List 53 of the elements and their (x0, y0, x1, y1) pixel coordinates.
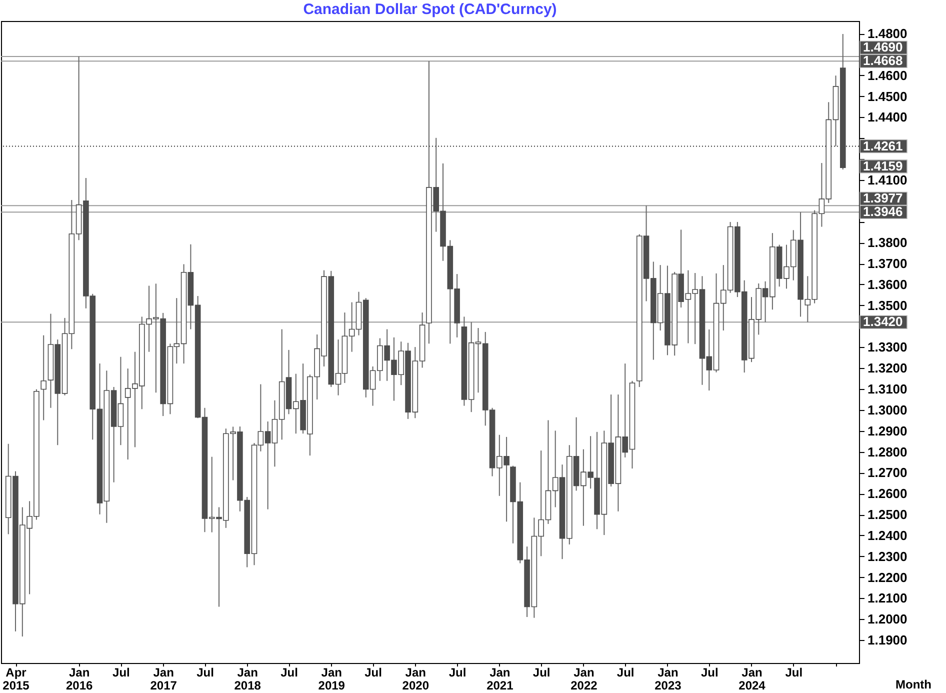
annotation: 1.4159 (863, 158, 903, 174)
x-tick-label: Jul (112, 666, 130, 680)
y-tick-label: 1.4400 (868, 110, 908, 125)
y-tick-label: 1.4600 (868, 68, 908, 83)
ref-line-label: 1.3977 (863, 190, 903, 206)
y-tick-label: 1.2200 (868, 570, 908, 585)
y-tick-label: 1.3000 (868, 402, 908, 418)
x-tick-label: Jul (448, 666, 466, 680)
y-tick-label: 1.2000 (868, 612, 908, 627)
x-tick-label: Jan 2016 (66, 666, 93, 692)
x-tick-label: Apr 2015 (2, 666, 30, 692)
y-tick-label: 1.3500 (868, 298, 908, 313)
y-tick-label: 1.4500 (868, 88, 908, 104)
y-tick-label: 1.2400 (868, 528, 908, 543)
x-axis-title: Month (896, 678, 932, 692)
ref-line-label: 1.4668 (863, 53, 903, 68)
x-tick-label: Jul (532, 666, 550, 680)
y-tick-label: 1.3800 (868, 235, 908, 250)
y-tick-label: 1.2700 (868, 465, 908, 480)
y-tick-label: 1.3600 (868, 276, 908, 292)
y-tick-label: 1.2900 (868, 423, 908, 438)
y-tick-label: 1.2800 (868, 444, 908, 460)
y-tick-label: 1.3700 (868, 256, 908, 272)
y-tick-label: 1.4100 (868, 172, 908, 188)
x-tick-label: Jul (616, 666, 634, 680)
y-tick-label: 1.3200 (868, 360, 908, 376)
ref-line-label: 1.4261 (863, 138, 903, 154)
y-tick-label: 1.2600 (868, 486, 908, 502)
x-tick-label: Jan 2017 (150, 666, 178, 692)
x-tick-label: Jul (785, 666, 803, 680)
x-tick-label: Jan 2018 (234, 666, 262, 692)
y-tick-label: 1.2100 (868, 590, 908, 606)
candlestick (40, 334, 46, 421)
x-tick-label: Jan 2022 (570, 666, 598, 692)
chart-title: Canadian Dollar Spot (CAD'Curncy) (303, 1, 557, 18)
y-tick-label: 1.3300 (868, 340, 908, 355)
x-tick-label: Jan 2023 (654, 666, 682, 692)
ref-line-label: 1.4690 (863, 40, 903, 55)
x-tick-label: Jul (364, 666, 382, 680)
y-tick-label: 1.2300 (868, 548, 908, 564)
y-tick-label: 1.3100 (868, 382, 908, 397)
ref-line-label: 1.3946 (863, 204, 903, 220)
y-tick-label: 1.2500 (868, 507, 908, 522)
x-tick-label: Jan 2021 (486, 666, 514, 692)
ref-line-label: 1.3420 (863, 314, 903, 330)
x-tick-label: Jan 2020 (402, 666, 430, 692)
y-tick-label: 1.1900 (868, 632, 908, 648)
x-tick-label: Jul (280, 666, 298, 680)
x-tick-label: Jul (700, 666, 718, 680)
x-tick-label: Jan 2019 (318, 666, 346, 692)
y-tick-label: 1.4800 (868, 26, 908, 42)
x-tick-label: Jul (196, 666, 214, 680)
x-tick-label: Jan 2024 (738, 666, 766, 692)
